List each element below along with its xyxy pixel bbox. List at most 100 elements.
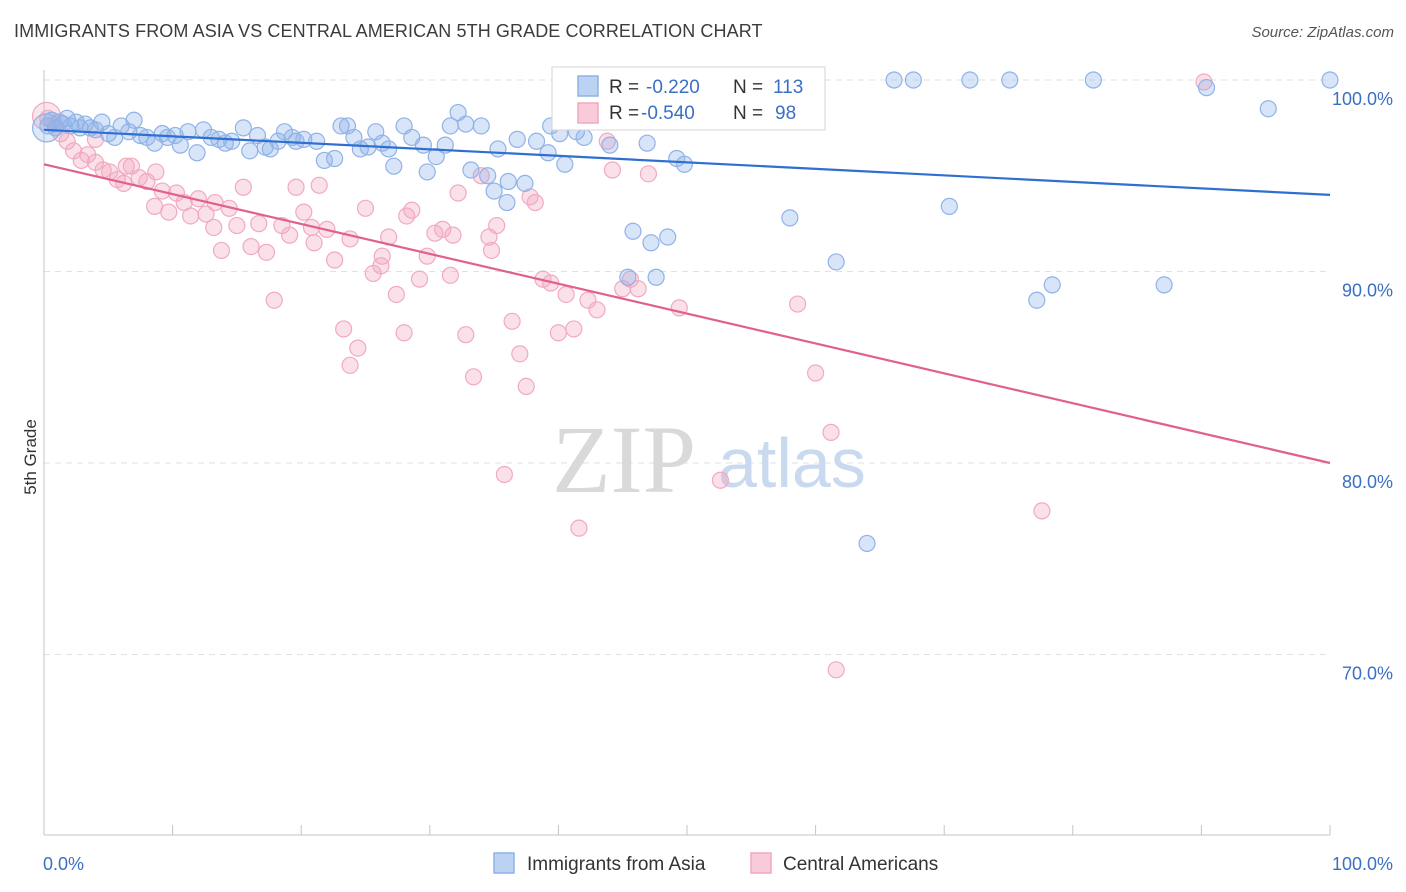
asia-point — [1043, 276, 1061, 294]
asia-point — [516, 174, 534, 193]
central-point — [326, 251, 344, 269]
bottom-legend-swatch-asia — [493, 852, 515, 874]
y-tick-label: 100.0% — [1332, 89, 1393, 109]
central-point — [72, 151, 90, 170]
asia-point — [508, 130, 526, 148]
asia-point — [380, 140, 398, 158]
asia-point — [885, 71, 903, 89]
watermark-atlas: atlas — [718, 424, 866, 502]
asia-point — [827, 253, 845, 271]
asia-point — [539, 144, 557, 162]
central-point — [788, 295, 807, 313]
central-point — [426, 224, 444, 242]
asia-point — [527, 132, 546, 150]
central-point — [305, 234, 323, 252]
legend-r-label-central: R = — [609, 103, 639, 124]
central-point — [449, 184, 467, 202]
central-point — [341, 356, 359, 374]
asia-point — [781, 209, 799, 227]
gridlines — [44, 79, 1330, 655]
bottom-legend-label-central: Central Americans — [783, 854, 938, 875]
asia-point — [638, 134, 656, 152]
central-point — [212, 241, 231, 260]
central-point — [410, 270, 429, 288]
central-point — [287, 178, 305, 196]
central-point — [395, 324, 413, 342]
central-point — [517, 377, 535, 395]
legend-n-label-asia: N = — [733, 77, 763, 98]
legend-r-value-central: -0.540 — [641, 103, 695, 124]
asia-point — [462, 161, 480, 179]
asia-point — [675, 155, 694, 173]
central-point — [511, 345, 529, 363]
central-point — [827, 661, 845, 679]
central-point — [265, 291, 283, 309]
axes — [43, 70, 1331, 836]
asia-point — [479, 167, 497, 185]
central-point — [503, 312, 521, 330]
central-point — [387, 285, 405, 304]
central-point — [398, 207, 416, 225]
source-label: Source: ZipAtlas.com — [1251, 24, 1394, 41]
asia-point — [940, 197, 958, 215]
asia-point — [1084, 71, 1102, 89]
central-point — [349, 339, 367, 357]
y-tick-labels: 70.0% 80.0% 90.0% 100.0% — [1332, 89, 1393, 684]
asia-point — [619, 268, 637, 286]
y-axis-title: 5th Grade — [21, 419, 40, 495]
legend-n-label-central: N = — [733, 103, 763, 124]
central-point — [1033, 502, 1051, 520]
central-point — [822, 423, 840, 441]
central-point — [444, 226, 462, 244]
central-point — [117, 157, 135, 175]
central-point — [464, 368, 483, 386]
central-point — [310, 176, 328, 194]
asia-point — [1321, 71, 1339, 89]
top-legend: R = -0.220 N = 113 R = -0.540 N = 98 — [551, 66, 826, 131]
asia-point — [385, 157, 403, 175]
y-tick-label: 90.0% — [1342, 281, 1393, 301]
legend-swatch-central — [577, 102, 599, 124]
central-point — [472, 167, 490, 185]
asia-trend-line — [43, 128, 1331, 196]
asia-point — [961, 71, 979, 89]
asia-point — [858, 534, 876, 553]
central-point — [147, 163, 165, 181]
watermark-zip: ZIP — [552, 406, 696, 513]
central-point — [234, 178, 252, 196]
chart-title: IMMIGRANTS FROM ASIA VS CENTRAL AMERICAN… — [14, 21, 763, 41]
central-point — [457, 326, 475, 344]
central-americans-points — [31, 73, 1213, 679]
central-point — [639, 165, 658, 183]
central-point — [295, 203, 313, 221]
asia-point — [457, 115, 475, 133]
asia-point — [315, 151, 333, 170]
central-point — [441, 266, 459, 284]
asia-point — [188, 144, 206, 162]
asia-point — [223, 132, 241, 150]
asia-point — [624, 222, 642, 240]
central-point — [482, 241, 501, 260]
asia-point — [556, 155, 574, 173]
asia-point — [414, 136, 432, 154]
asia-point — [1001, 71, 1019, 89]
asia-point — [234, 119, 252, 137]
central-point — [557, 285, 575, 304]
central-point — [228, 216, 246, 235]
asia-point — [1197, 79, 1216, 97]
central-point — [549, 324, 568, 342]
bottom-legend-label-asia: Immigrants from Asia — [527, 854, 706, 875]
asia-point — [1028, 291, 1046, 309]
asia-point — [31, 113, 62, 143]
central-point — [434, 220, 452, 238]
central-point — [495, 465, 513, 484]
central-point — [160, 203, 178, 221]
legend-swatch-asia — [577, 75, 599, 97]
central-point — [806, 364, 825, 382]
asia-point — [472, 117, 490, 135]
legend-r-label-asia: R = — [609, 77, 639, 98]
central-point — [242, 238, 260, 256]
central-point — [373, 247, 391, 265]
central-point — [281, 226, 299, 244]
